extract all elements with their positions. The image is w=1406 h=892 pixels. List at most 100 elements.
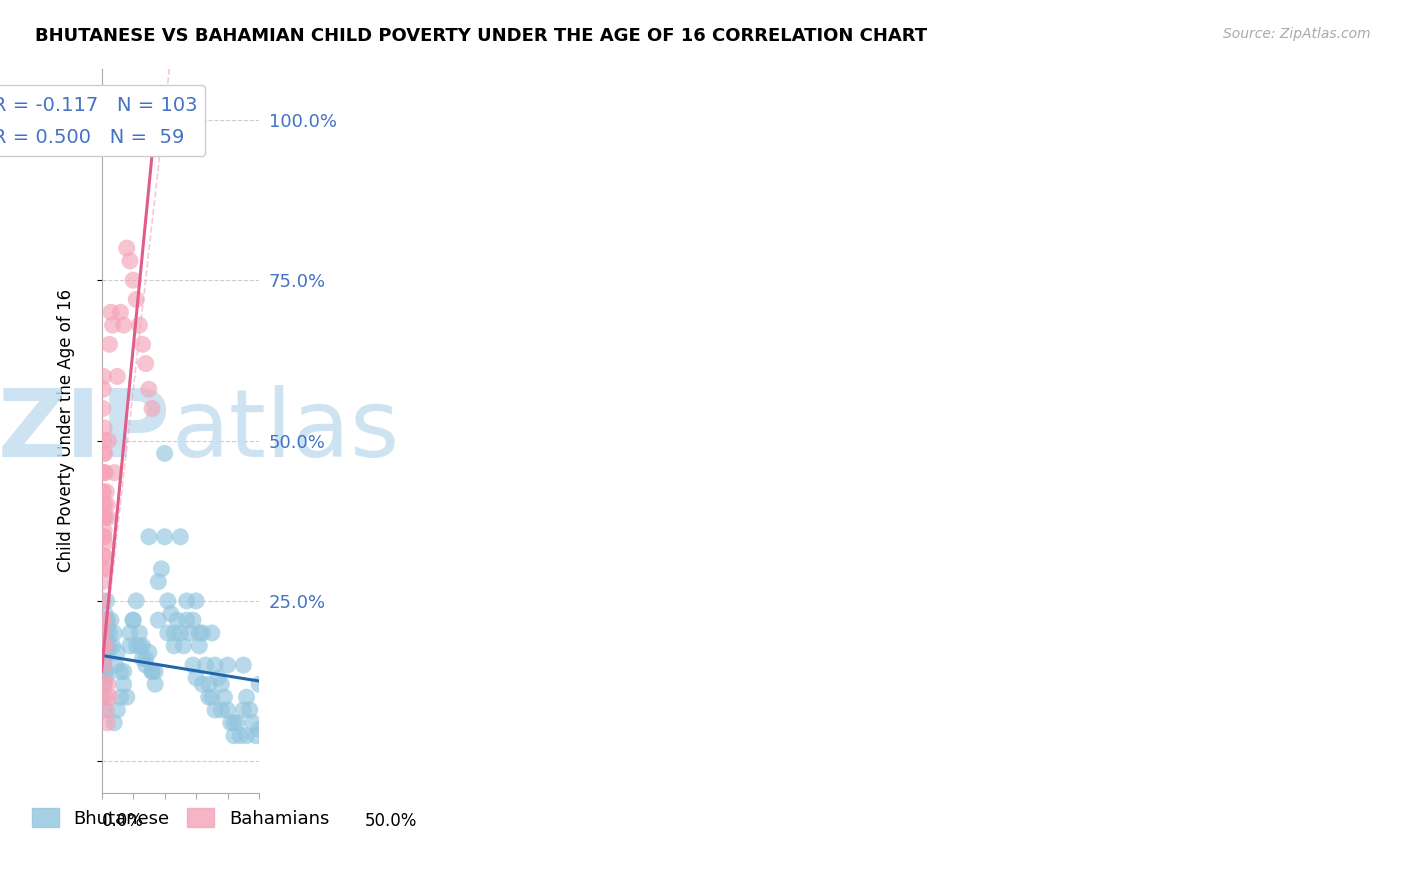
Point xyxy=(138,645,160,659)
Point xyxy=(110,305,132,319)
Point xyxy=(97,645,120,659)
Point xyxy=(94,510,117,524)
Point xyxy=(91,626,114,640)
Point xyxy=(98,337,121,351)
Point xyxy=(100,613,122,627)
Point xyxy=(191,677,214,691)
Point xyxy=(176,594,198,608)
Point xyxy=(138,382,160,396)
Point xyxy=(197,677,219,691)
Point xyxy=(103,715,125,730)
Point xyxy=(128,626,150,640)
Point xyxy=(105,703,128,717)
Point xyxy=(93,510,115,524)
Point xyxy=(141,665,163,679)
Point xyxy=(184,594,207,608)
Point xyxy=(93,446,115,460)
Point xyxy=(94,626,117,640)
Point xyxy=(217,658,239,673)
Point xyxy=(143,665,166,679)
Point xyxy=(169,626,191,640)
Point xyxy=(118,254,141,268)
Point xyxy=(91,484,114,499)
Point xyxy=(131,337,153,351)
Point xyxy=(222,715,245,730)
Point xyxy=(125,639,148,653)
Point xyxy=(229,729,252,743)
Point xyxy=(93,639,115,653)
Point xyxy=(135,357,157,371)
Point xyxy=(122,613,145,627)
Point xyxy=(98,626,121,640)
Point xyxy=(96,715,118,730)
Point xyxy=(93,658,115,673)
Point xyxy=(91,562,114,576)
Point xyxy=(93,530,115,544)
Point xyxy=(93,466,115,480)
Point xyxy=(135,651,157,665)
Point xyxy=(128,318,150,332)
Point xyxy=(235,690,257,705)
Point xyxy=(91,549,114,563)
Point xyxy=(93,498,115,512)
Text: atlas: atlas xyxy=(172,385,399,477)
Point xyxy=(97,639,120,653)
Point xyxy=(122,273,145,287)
Point xyxy=(93,639,115,653)
Point xyxy=(141,401,163,416)
Point xyxy=(91,382,114,396)
Point xyxy=(94,607,117,621)
Point xyxy=(118,626,141,640)
Point xyxy=(97,434,120,448)
Point xyxy=(219,715,242,730)
Point xyxy=(173,639,195,653)
Point xyxy=(94,671,117,685)
Point xyxy=(110,665,132,679)
Point xyxy=(93,524,115,538)
Point xyxy=(91,484,114,499)
Point xyxy=(93,536,115,550)
Point xyxy=(166,613,188,627)
Point xyxy=(96,498,118,512)
Point xyxy=(131,651,153,665)
Point xyxy=(131,639,153,653)
Point xyxy=(141,665,163,679)
Point xyxy=(93,498,115,512)
Point xyxy=(103,626,125,640)
Point xyxy=(150,562,173,576)
Point xyxy=(153,530,176,544)
Y-axis label: Child Poverty Under the Age of 16: Child Poverty Under the Age of 16 xyxy=(58,289,75,573)
Point xyxy=(122,613,145,627)
Point xyxy=(156,626,179,640)
Point xyxy=(207,671,229,685)
Point xyxy=(93,369,115,384)
Point xyxy=(96,613,118,627)
Point xyxy=(169,530,191,544)
Point xyxy=(191,626,214,640)
Point xyxy=(153,446,176,460)
Point xyxy=(194,658,217,673)
Point xyxy=(112,665,135,679)
Point xyxy=(97,510,120,524)
Point xyxy=(245,729,267,743)
Point xyxy=(93,562,115,576)
Text: 50.0%: 50.0% xyxy=(364,812,416,830)
Point xyxy=(93,549,115,563)
Point xyxy=(91,574,114,589)
Point xyxy=(201,690,224,705)
Point xyxy=(135,658,157,673)
Point xyxy=(96,632,118,647)
Point xyxy=(91,530,114,544)
Point xyxy=(179,626,201,640)
Point xyxy=(93,613,115,627)
Point xyxy=(112,318,135,332)
Point xyxy=(91,626,114,640)
Point xyxy=(93,677,115,691)
Point xyxy=(93,658,115,673)
Point xyxy=(91,594,114,608)
Point xyxy=(128,639,150,653)
Point xyxy=(209,677,232,691)
Point xyxy=(163,626,186,640)
Point xyxy=(97,677,120,691)
Point xyxy=(232,658,254,673)
